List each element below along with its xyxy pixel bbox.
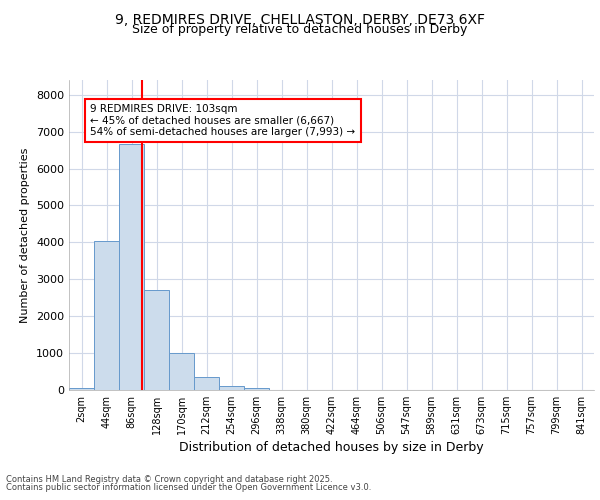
Bar	[219, 386, 244, 390]
Text: 9, REDMIRES DRIVE, CHELLASTON, DERBY, DE73 6XF: 9, REDMIRES DRIVE, CHELLASTON, DERBY, DE…	[115, 12, 485, 26]
Text: Contains HM Land Registry data © Crown copyright and database right 2025.: Contains HM Land Registry data © Crown c…	[6, 475, 332, 484]
Y-axis label: Number of detached properties: Number of detached properties	[20, 148, 31, 322]
Bar	[94, 240, 119, 390]
Text: Contains public sector information licensed under the Open Government Licence v3: Contains public sector information licen…	[6, 482, 371, 492]
X-axis label: Distribution of detached houses by size in Derby: Distribution of detached houses by size …	[179, 442, 484, 454]
Bar	[194, 377, 219, 390]
Bar	[144, 290, 169, 390]
Bar	[244, 388, 269, 390]
Bar	[119, 144, 144, 390]
Bar	[169, 353, 194, 390]
Bar	[69, 388, 94, 390]
Text: Size of property relative to detached houses in Derby: Size of property relative to detached ho…	[133, 22, 467, 36]
Text: 9 REDMIRES DRIVE: 103sqm
← 45% of detached houses are smaller (6,667)
54% of sem: 9 REDMIRES DRIVE: 103sqm ← 45% of detach…	[90, 104, 355, 137]
